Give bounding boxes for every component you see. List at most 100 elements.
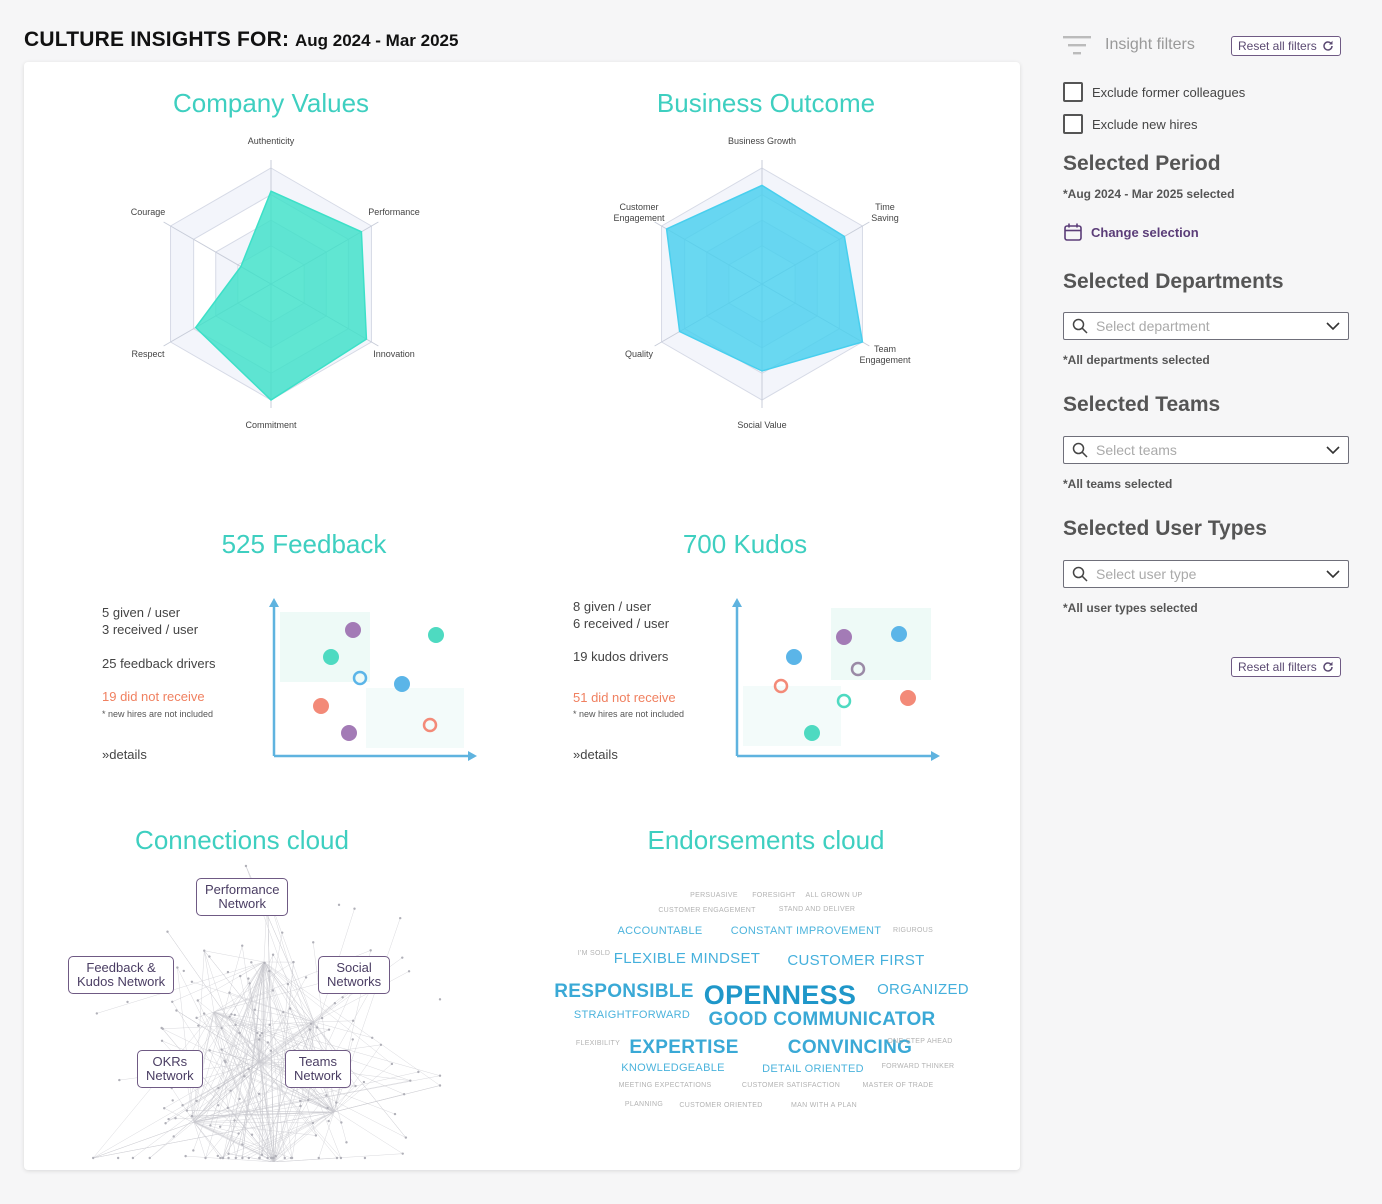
exclude-new-hires-row[interactable]: Exclude new hires [1063,114,1198,134]
network-edge [273,908,355,1162]
endorsement-word[interactable]: ORGANIZED [877,981,969,998]
endorsement-word[interactable]: RIGUROUS [892,927,934,934]
chevrons-right-icon: » [102,747,110,762]
user-types-note: *All user types selected [1063,601,1198,615]
endorsement-word[interactable]: ACCOUNTABLE [617,925,703,937]
network-point [258,1156,261,1160]
network-edge [191,981,315,1023]
endorsement-word[interactable]: I'M SOLD [577,950,611,957]
user-type-select[interactable]: Select user type [1063,560,1349,588]
endorsement-word[interactable]: STRAIGHTFORWARD [573,1009,691,1021]
endorsement-word[interactable]: ONE STEP AHEAD [887,1038,953,1045]
feedback-not-received[interactable]: 19 did not receive [102,689,205,704]
company-values-axis-label: Courage [131,207,166,217]
search-icon [1072,442,1088,458]
endorsement-word[interactable]: FORWARD THINKER [881,1063,955,1070]
network-node-teams[interactable]: Teams Network [285,1050,351,1088]
network-point [227,1156,230,1160]
endorsement-word[interactable]: PERSUASIVE [690,892,738,899]
endorsement-word[interactable]: CONVINCING [787,1037,913,1058]
network-point [172,1135,175,1138]
endorsement-word[interactable]: EXPERTISE [629,1037,739,1058]
endorsement-word[interactable]: ALL GROWN UP [805,892,863,899]
network-edge [193,1121,263,1156]
endorsement-word[interactable]: MAN WITH A PLAN [791,1102,857,1109]
network-node-okrs[interactable]: OKRs Network [137,1050,203,1088]
selected-teams-title: Selected Teams [1063,393,1221,416]
endorsement-word[interactable]: RESPONSIBLE [554,981,694,1002]
network-point [247,1067,250,1071]
network-point [195,1099,198,1103]
endorsement-word[interactable]: OPENNESS [703,980,857,1010]
feedback-note: * new hires are not included [102,709,214,719]
network-point [160,1039,164,1042]
network-edge [164,1108,275,1162]
network-point [320,1016,324,1020]
kudos-scatter [732,598,940,761]
feedback-details-link[interactable]: »details [102,747,147,762]
network-point [217,1104,220,1107]
endorsement-word[interactable]: KNOWLEDGEABLE [621,1062,725,1074]
endorsement-word[interactable]: CUSTOMER ORIENTED [679,1102,763,1109]
feedback-drivers: 25 feedback drivers [102,656,216,671]
network-edge [93,1061,260,1159]
network-node-feedback-kudos[interactable]: Feedback & Kudos Network [68,956,175,994]
network-node-performance[interactable]: Performance Network [196,878,289,916]
network-edge [235,1024,260,1063]
endorsement-word[interactable]: DETAIL ORIENTED [762,1063,864,1075]
network-node-social[interactable]: Social Networks [318,956,391,994]
chevron-down-icon [1326,570,1340,579]
endorsement-word[interactable]: STAND AND DELIVER [778,906,856,913]
network-edge [193,1121,224,1159]
network-point [401,1152,404,1155]
kudos-stats: 8 given / user 6 received / user 19 kudo… [573,599,743,775]
network-edge [228,1153,275,1162]
network-point [417,1070,420,1074]
network-edge [273,1153,403,1162]
network-point [288,1007,292,1010]
kudos-details-link[interactable]: »details [573,747,618,762]
endorsement-word[interactable]: FLEXIBLE MINDSET [613,950,761,967]
network-point [220,1027,223,1030]
company-values-title: Company Values [172,88,370,118]
network-edge [193,1121,313,1124]
network-edge [222,961,265,1159]
network-point [268,1023,271,1027]
network-point [204,1156,207,1160]
teams-select[interactable]: Select teams [1063,436,1349,464]
network-point [185,1109,189,1112]
endorsement-word[interactable]: FLEXIBILITY [575,1040,621,1047]
network-point [282,1010,285,1014]
endorsement-word[interactable]: MEETING EXPECTATIONS [618,1082,712,1089]
endorsement-word[interactable]: PLANNING [624,1101,664,1108]
network-point [250,1133,254,1136]
network-point [233,1119,236,1122]
endorsement-word[interactable]: CUSTOMER FIRST [787,952,925,969]
reset-filters-button-bottom[interactable]: Reset all filters [1231,657,1341,677]
kudos-not-received[interactable]: 51 did not receive [573,690,676,705]
network-point [241,944,244,947]
network-point [247,1156,251,1160]
endorsement-word[interactable]: GOOD COMMUNICATOR [708,1009,936,1030]
exclude-former-checkbox[interactable] [1063,82,1083,102]
endorsement-word[interactable]: MASTER OF TRADE [862,1082,934,1089]
network-edge [213,1011,293,1159]
network-edge [242,1111,335,1159]
exclude-former-colleagues-row[interactable]: Exclude former colleagues [1063,82,1245,102]
change-selection-link[interactable]: Change selection [1063,222,1199,242]
endorsement-word[interactable]: CUSTOMER ENGAGEMENT [658,907,756,914]
endorsement-word[interactable]: CUSTOMER SATISFACTION [741,1082,841,1089]
network-edge [318,1111,335,1159]
network-point [175,1009,178,1012]
network-edge [205,1021,315,1159]
exclude-new-hires-checkbox[interactable] [1063,114,1083,134]
business-outcome-axis-label: Time Saving [871,202,899,223]
endorsement-word[interactable]: FORESIGHT [752,892,796,899]
reset-filters-button-top[interactable]: Reset all filters [1231,36,1341,56]
network-point [220,1048,223,1051]
business-outcome-axis-label: Quality [625,349,654,359]
endorsement-word[interactable]: CONSTANT IMPROVEMENT [730,925,882,937]
department-select[interactable]: Select department [1063,312,1349,340]
network-edge [203,1013,260,1063]
network-point [298,1099,302,1103]
